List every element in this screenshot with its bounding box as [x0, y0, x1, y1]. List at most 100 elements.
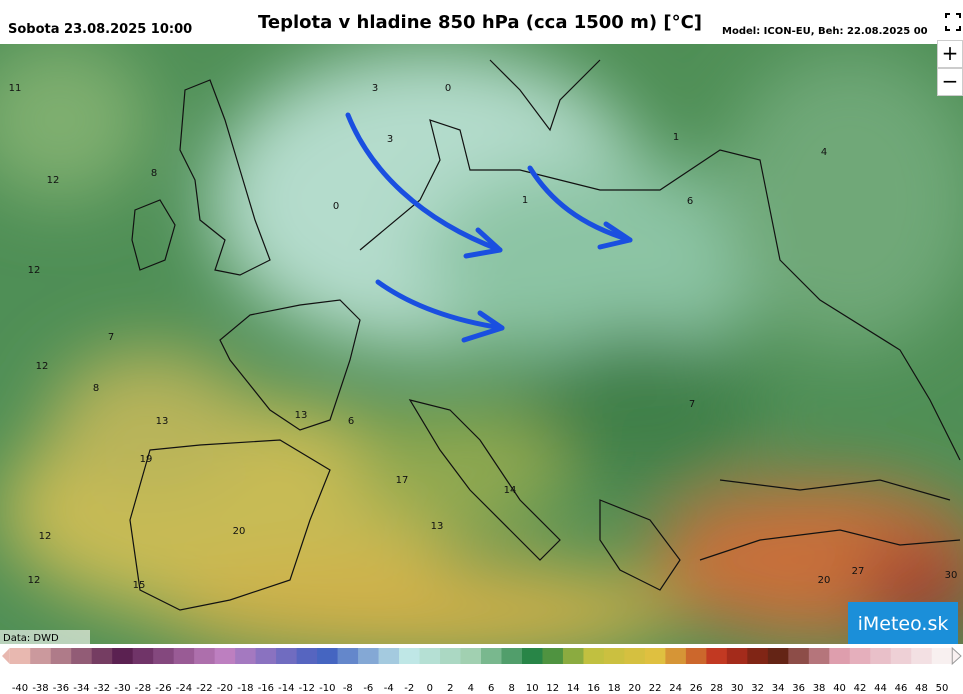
colorbar-segment — [747, 648, 769, 664]
coastlines — [129, 59, 961, 611]
map-value-label: 0 — [333, 201, 339, 212]
colorbar-tick-label: -8 — [343, 683, 353, 694]
source-label: Data: DWD — [3, 633, 59, 644]
colorbar-segment — [132, 648, 154, 664]
flow-arrows — [345, 112, 633, 343]
map-value-label: 7 — [108, 332, 114, 343]
map-value-label: 20 — [818, 575, 831, 586]
map-background — [0, 40, 963, 660]
map-value-label: 20 — [233, 526, 246, 537]
map-value-label: 19 — [140, 454, 153, 465]
colorbar-segment — [173, 648, 195, 664]
map-value-label: 12 — [47, 175, 60, 186]
colorbar-arrow-right — [951, 646, 962, 666]
colorbar-tick-label: -40 — [12, 683, 28, 694]
map-value-label: 14 — [504, 485, 517, 496]
colorbar-segment — [911, 648, 933, 664]
colorbar-segment — [91, 648, 113, 664]
colorbar-segment — [890, 648, 912, 664]
colorbar-segment — [235, 648, 257, 664]
colorbar-tick-label: 34 — [772, 683, 785, 694]
colorbar-segment — [276, 648, 298, 664]
map-value-label: 12 — [39, 531, 52, 542]
colorbar-tick-label: 14 — [567, 683, 580, 694]
map-value-label: 17 — [396, 475, 409, 486]
colorbar-tick-label: 0 — [427, 683, 433, 694]
colorbar-segment — [665, 648, 687, 664]
colorbar-tick-label: 46 — [895, 683, 908, 694]
source-bg — [0, 630, 90, 644]
map-value-label: 3 — [372, 83, 378, 94]
colorbar-segment — [788, 648, 810, 664]
map-value-label: 4 — [821, 147, 827, 158]
model-clip: Model: ICON-EU, Beh: 22.08.2025 00 — [722, 26, 928, 37]
zoom-out[interactable]: − — [937, 68, 963, 96]
colorbar-segment — [214, 648, 236, 664]
map-value-label: 15 — [133, 580, 146, 591]
logo[interactable]: iMeteo.sk — [858, 613, 949, 635]
colorbar-segment — [358, 648, 380, 664]
header-bar — [0, 0, 963, 44]
map-value-label: 7 — [689, 399, 695, 410]
colorbar-segment — [419, 648, 441, 664]
colorbar-tick-label: 26 — [690, 683, 703, 694]
colorbar-tick-label: -36 — [53, 683, 69, 694]
colorbar-tick-label: 20 — [628, 683, 641, 694]
map-value-label: 1 — [522, 195, 528, 206]
map-value-label: 8 — [151, 168, 157, 179]
colorbar-tick-label: 16 — [587, 683, 600, 694]
colorbar-arrow-left — [2, 648, 10, 664]
colorbar-tick-label: 12 — [546, 683, 559, 694]
colorbar-tick-label: -18 — [237, 683, 253, 694]
colorbar-tick-label: 24 — [669, 683, 682, 694]
colorbar-segment — [603, 648, 625, 664]
zoom-in[interactable]: + — [937, 40, 963, 68]
colorbar-segment — [9, 648, 31, 664]
colorbar-tick-label: -14 — [278, 683, 294, 694]
colorbar-segment — [726, 648, 748, 664]
map-value-label: 12 — [36, 361, 49, 372]
colorbar-segment — [296, 648, 318, 664]
colorbar-tick-label: -6 — [363, 683, 373, 694]
colorbar-segment — [767, 648, 789, 664]
colorbar-tick-label: 48 — [915, 683, 928, 694]
colorbar-tick-label: -24 — [176, 683, 192, 694]
colorbar-tick-label: 4 — [468, 683, 474, 694]
colorbar-segment — [849, 648, 871, 664]
colorbar-tick-label: 8 — [509, 683, 515, 694]
fullscreen-icon[interactable] — [945, 13, 961, 31]
map-value-label: 8 — [93, 383, 99, 394]
map-value-label: 12 — [28, 265, 41, 276]
colorbar-tick-label: 44 — [874, 683, 887, 694]
colorbar-segment — [870, 648, 892, 664]
colorbar-segment — [583, 648, 605, 664]
map-value-label: 6 — [687, 196, 693, 207]
colorbar-segment — [644, 648, 666, 664]
map-value-label: 13 — [295, 410, 308, 421]
colorbar-tick-label: -12 — [299, 683, 315, 694]
map-value-label: 3 — [387, 134, 393, 145]
colorbar-segment — [931, 648, 953, 664]
colorbar-tick-label: -32 — [94, 683, 110, 694]
colorbar-segment — [440, 648, 462, 664]
colorbar-tick-label: -16 — [258, 683, 274, 694]
colorbar-tick-label: -4 — [384, 683, 394, 694]
date-label: Sobota 23.08.2025 10:00 — [8, 22, 192, 37]
map-value-label: 0 — [445, 83, 451, 94]
colorbar-tick-label: 50 — [936, 683, 949, 694]
colorbar-tick-label: 6 — [488, 683, 494, 694]
colorbar-segment — [30, 648, 52, 664]
map-value-label: 13 — [431, 521, 444, 532]
colorbar-segment — [255, 648, 277, 664]
colorbar-segment — [808, 648, 830, 664]
map-value-label: 13 — [156, 416, 169, 427]
colorbar-tick-label: 10 — [526, 683, 539, 694]
colorbar-segment — [706, 648, 728, 664]
colorbar-segment — [562, 648, 584, 664]
colorbar-tick-label: 38 — [813, 683, 826, 694]
map-value-label: 6 — [348, 416, 354, 427]
colorbar-segment — [153, 648, 175, 664]
colorbar-tick-label: -30 — [114, 683, 130, 694]
